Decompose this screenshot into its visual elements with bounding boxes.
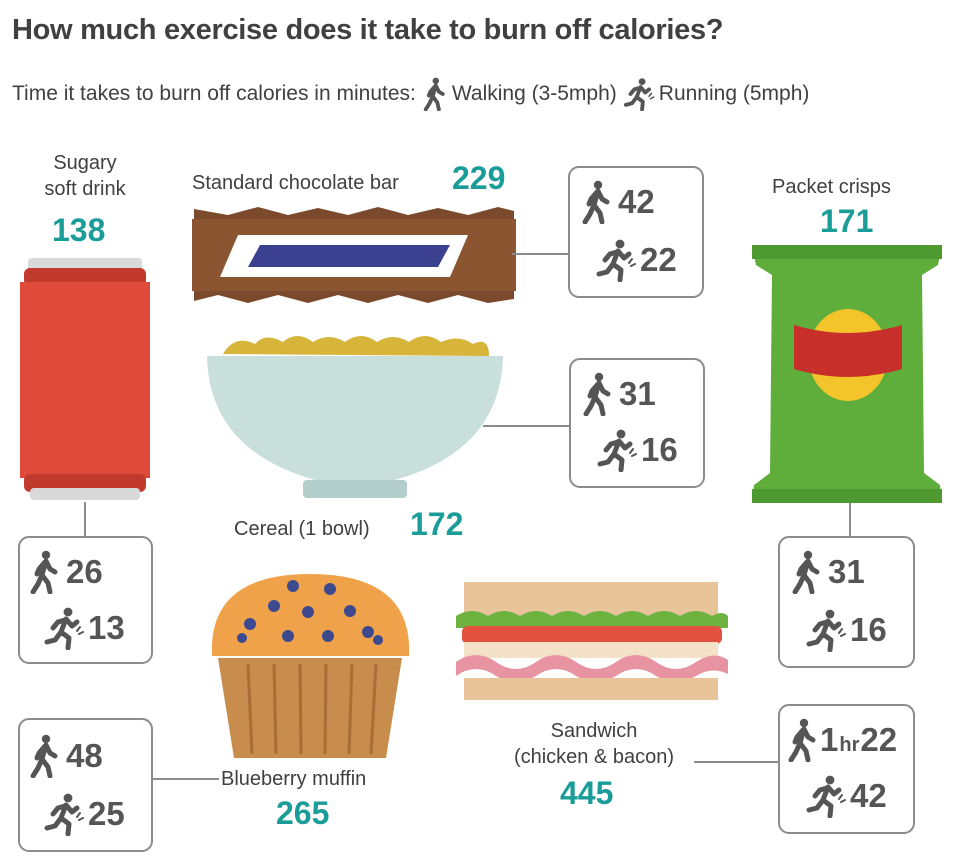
- sandwich-calories: 445: [560, 775, 614, 811]
- walking-figure-icon: [30, 548, 60, 596]
- muffin-connector: [153, 778, 219, 780]
- walking-hours-unit: hr: [839, 733, 860, 756]
- running-minutes: 13: [88, 609, 125, 646]
- walking-minutes: 48: [66, 737, 103, 774]
- sandwich-label: Sandwich (chicken & bacon): [513, 720, 675, 768]
- walking-figure-icon: [582, 178, 612, 226]
- chocolate-bar-calories: 229: [452, 160, 506, 196]
- running-figure-icon: [44, 604, 84, 652]
- running-minutes: 16: [850, 611, 887, 648]
- running-figure-icon: [621, 77, 657, 111]
- crisps-calories: 171: [820, 203, 874, 239]
- soft-drink-connector: [84, 502, 86, 538]
- cereal-connector: [483, 425, 571, 427]
- walking-minutes: 42: [618, 183, 655, 220]
- crisps-exercise-box: 31 16: [778, 536, 915, 668]
- muffin-label: Blueberry muffin: [221, 768, 367, 790]
- crisps-connector: [849, 503, 851, 537]
- walking-figure-icon: [420, 77, 450, 111]
- running-figure-icon: [806, 606, 846, 654]
- muffin-exercise-box: 48 25: [18, 718, 153, 852]
- walking-minutes: 31: [619, 375, 656, 412]
- walking-figure-icon: [30, 732, 60, 780]
- walking-minutes: 26: [66, 553, 103, 590]
- crisps-label: Packet crisps: [772, 176, 891, 198]
- crisps-packet-illustration: [752, 245, 942, 503]
- walking-minutes: 22: [860, 721, 898, 758]
- legend-walking-label: Walking (3-5mph): [451, 82, 617, 105]
- page-title: How much exercise does it take to burn o…: [12, 14, 724, 46]
- walking-figure-icon: [788, 716, 818, 764]
- cereal-calories: 172: [410, 506, 464, 542]
- subtitle: Time it takes to burn off calories in mi…: [12, 82, 416, 105]
- blueberry-muffin-illustration: [208, 574, 413, 758]
- soft-drink-exercise-box: 26 13: [18, 536, 153, 664]
- walking-hours: 1: [820, 721, 839, 758]
- chocolate-bar-label: Standard chocolate bar: [192, 172, 399, 194]
- sandwich-illustration: [456, 582, 728, 700]
- cereal-exercise-box: 31 16: [569, 358, 705, 488]
- sandwich-connector: [694, 761, 780, 763]
- running-minutes: 25: [88, 795, 125, 832]
- soft-drink-calories: 138: [52, 212, 106, 248]
- cereal-label: Cereal (1 bowl): [234, 518, 370, 540]
- running-minutes: 42: [850, 777, 887, 814]
- chocolate-bar-connector: [512, 253, 570, 255]
- legend-row: Time it takes to burn off calories in mi…: [12, 76, 809, 112]
- walking-figure-icon: [792, 548, 822, 596]
- running-figure-icon: [806, 772, 846, 820]
- running-figure-icon: [44, 790, 84, 838]
- cereal-bowl-illustration: [205, 330, 505, 502]
- running-minutes: 16: [641, 431, 678, 468]
- running-minutes: 22: [640, 241, 677, 278]
- soft-drink-label: Sugary soft drink: [44, 152, 126, 200]
- chocolate-bar-illustration: [188, 205, 520, 305]
- legend-running-label: Running (5mph): [658, 82, 810, 105]
- chocolate-bar-exercise-box: 42 22: [568, 166, 704, 298]
- walking-minutes: 31: [828, 553, 865, 590]
- muffin-calories: 265: [276, 795, 330, 831]
- running-figure-icon: [597, 426, 637, 474]
- walking-figure-icon: [583, 370, 613, 418]
- running-figure-icon: [596, 236, 636, 284]
- soft-drink-can-illustration: [20, 258, 150, 502]
- sandwich-exercise-box: 1 hr 22 42: [778, 704, 915, 834]
